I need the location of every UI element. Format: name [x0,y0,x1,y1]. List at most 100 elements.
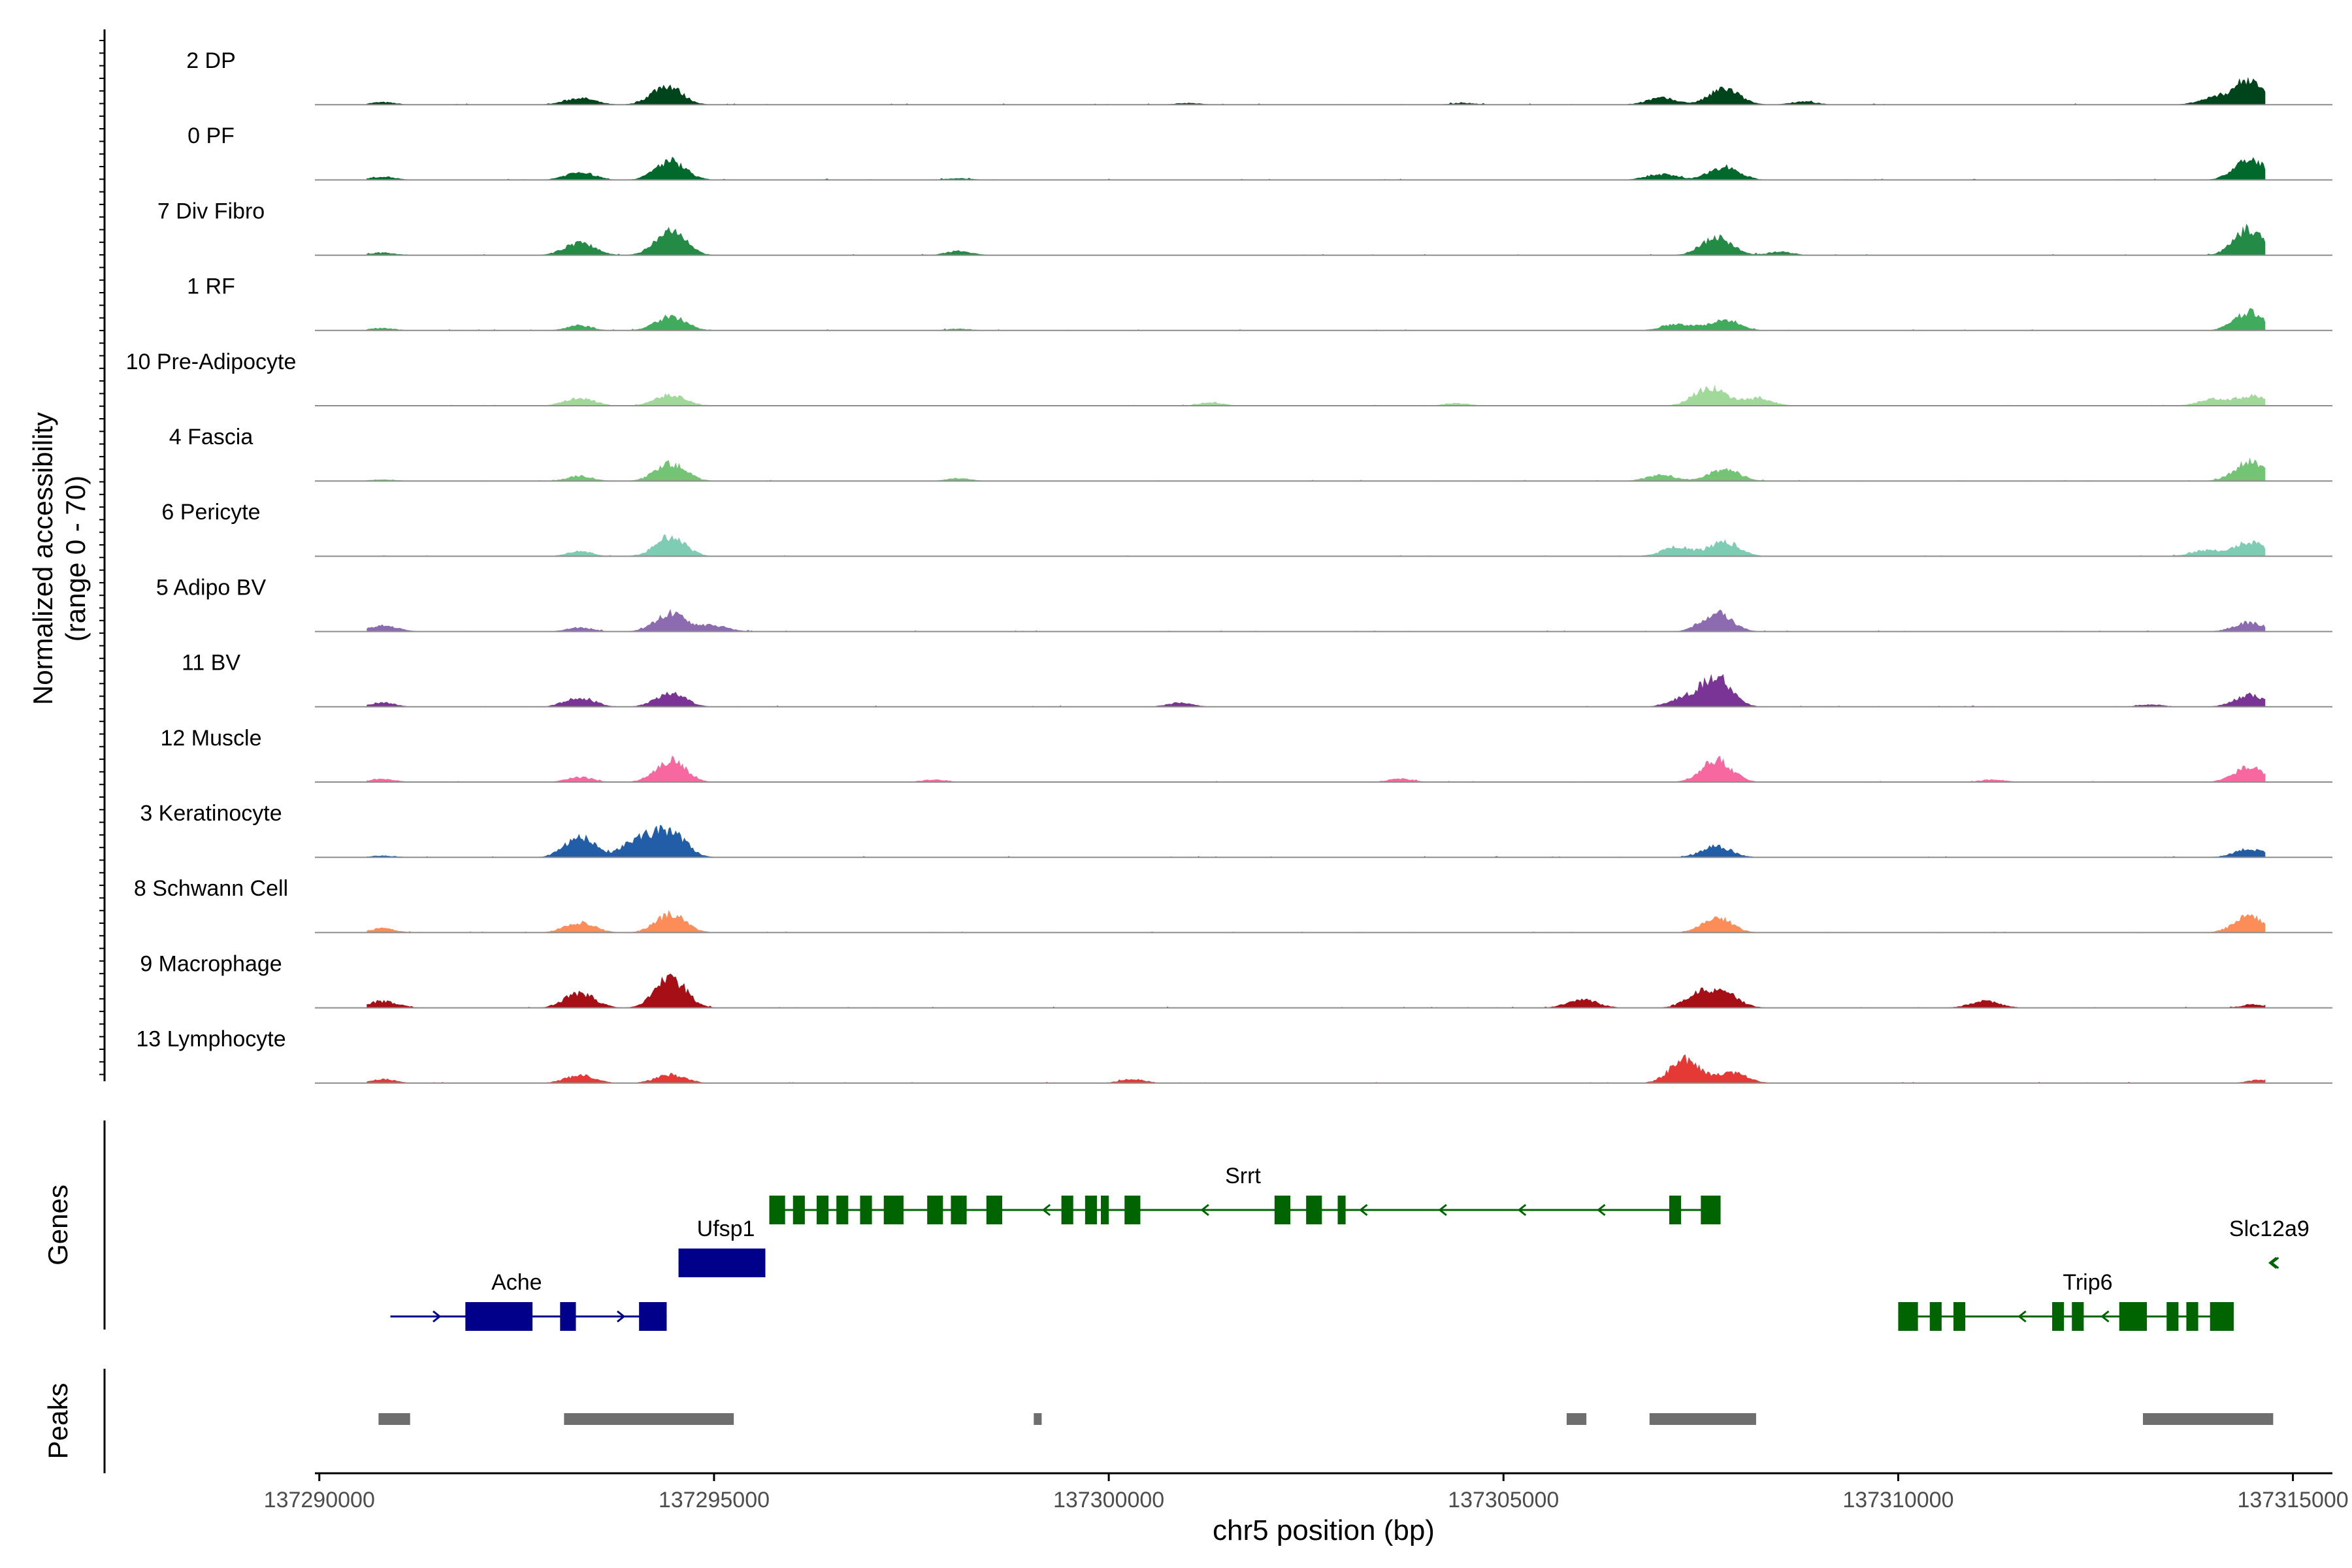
exon [2210,1302,2234,1331]
peak-bar [1649,1413,1756,1425]
track-label: 7 Div Fibro [157,199,265,223]
exon [2119,1302,2148,1331]
y-axis-title-line2: (range 0 - 70) [60,476,91,642]
gene-slc12a9: Slc12a9 [2229,1217,2310,1269]
exon [560,1302,576,1331]
strand-arrow [1438,1203,1447,1217]
track-label: 5 Adipo BV [156,575,267,600]
exon [2186,1302,2198,1331]
exon [1898,1302,1918,1331]
x-tick-label: 137305000 [1448,1488,1559,1512]
exon [1953,1302,1966,1331]
strand-arrow [2268,1256,2278,1269]
track-label: 3 Keratinocyte [140,801,282,826]
track-label: 2 DP [186,48,236,73]
exon [927,1196,943,1224]
strand-arrow [1359,1203,1368,1217]
exon [1929,1302,1942,1331]
strand-arrow [1041,1203,1051,1217]
exon [883,1196,904,1224]
x-tick-label: 137300000 [1053,1488,1164,1512]
exon [678,1249,766,1277]
tracks-side-axis-ticks [99,40,105,1075]
genes-panel-title: Genes [42,1184,73,1266]
x-tick-label: 137290000 [264,1488,375,1512]
gene-label: Trip6 [2063,1270,2112,1295]
strand-arrow [2270,1256,2279,1269]
track-label: 9 Macrophage [140,951,282,976]
coverage-tracks: 2 DP 0 PF 7 Div Fibro 1 RF 10 Pre-Adipocyte 4… [126,48,2332,1084]
track-12: 8 Schwann Cell [134,876,2332,934]
exon [2072,1302,2084,1331]
exon [465,1302,533,1331]
exon [1274,1196,1291,1224]
exon [1306,1196,1322,1224]
coverage-area [367,825,2266,858]
track-8: 5 Adipo BV [156,575,2332,632]
exon [986,1196,1002,1224]
track-label: 13 Lymphocyte [136,1027,286,1052]
exon [962,1196,967,1224]
x-axis-ticks: 137290000 137295000 137300000 137305000 1373… [264,1473,2349,1512]
exon [1701,1196,1721,1224]
exon [860,1196,872,1224]
track-1: 2 DP [186,48,2332,106]
strand-arrow [2017,1310,2027,1323]
coverage-area [367,384,2266,406]
exon [836,1196,849,1224]
track-11: 3 Keratinocyte [140,801,2332,858]
strand-arrow [1200,1203,1209,1217]
track-label: 8 Schwann Cell [134,876,288,901]
exon [769,1196,785,1224]
gene-ufsp1: Ufsp1 [678,1217,766,1277]
exon [1061,1196,1073,1224]
exon [1669,1196,1682,1224]
exon [639,1302,667,1331]
track-3: 7 Div Fibro [157,199,2332,256]
track-10: 12 Muscle [161,726,2332,783]
exon [1124,1196,1141,1224]
strand-arrow [617,1310,626,1323]
peak-bar [564,1413,734,1425]
exon [817,1196,829,1224]
track-label: 11 BV [182,651,240,676]
peak-regions [378,1413,2274,1425]
gene-trip6: Trip6 [1898,1270,2234,1331]
track-label: 0 PF [188,123,235,148]
track-5: 10 Pre-Adipocyte [126,350,2332,406]
track-13: 9 Macrophage [140,951,2332,1009]
track-7: 6 Pericyte [161,500,2332,557]
x-axis-title: chr5 position (bp) [1213,1514,1435,1546]
gene-annotations: Srrt Ufsp1 Ache Trip6 Slc12a9 [390,1164,2310,1331]
gene-label: Ache [491,1270,542,1295]
track-9: 11 BV [182,651,2332,708]
track-6: 4 Fascia [169,425,2332,482]
coverage-area [367,223,2266,255]
exon [792,1196,805,1224]
exon [951,1196,963,1224]
exon [2052,1302,2065,1331]
track-label: 6 Pericyte [161,500,260,525]
track-label: 1 RF [187,274,235,299]
exon [1101,1196,1109,1224]
y-axis-title-line1: Normalized accessibility [27,412,58,705]
gene-label: Slc12a9 [2229,1217,2310,1241]
x-tick-label: 137295000 [659,1488,770,1512]
track-14: 13 Lymphocyte [136,1027,2332,1084]
gene-srrt: Srrt [769,1164,1721,1224]
track-2: 0 PF [188,123,2332,181]
exon [1337,1196,1346,1224]
coverage-area [367,973,2266,1008]
track-label: 10 Pre-Adipocyte [126,350,297,374]
peaks-panel-title: Peaks [42,1383,73,1460]
x-tick-label: 137310000 [1842,1488,1953,1512]
strand-arrow [433,1310,442,1323]
track-label: 4 Fascia [169,425,253,449]
strand-arrow [1517,1203,1527,1217]
gene-label: Srrt [1225,1164,1261,1188]
coverage-area [367,909,2266,933]
x-tick-label: 137315000 [2237,1488,2348,1512]
gene-label: Ufsp1 [697,1217,755,1241]
peak-bar [378,1413,410,1425]
